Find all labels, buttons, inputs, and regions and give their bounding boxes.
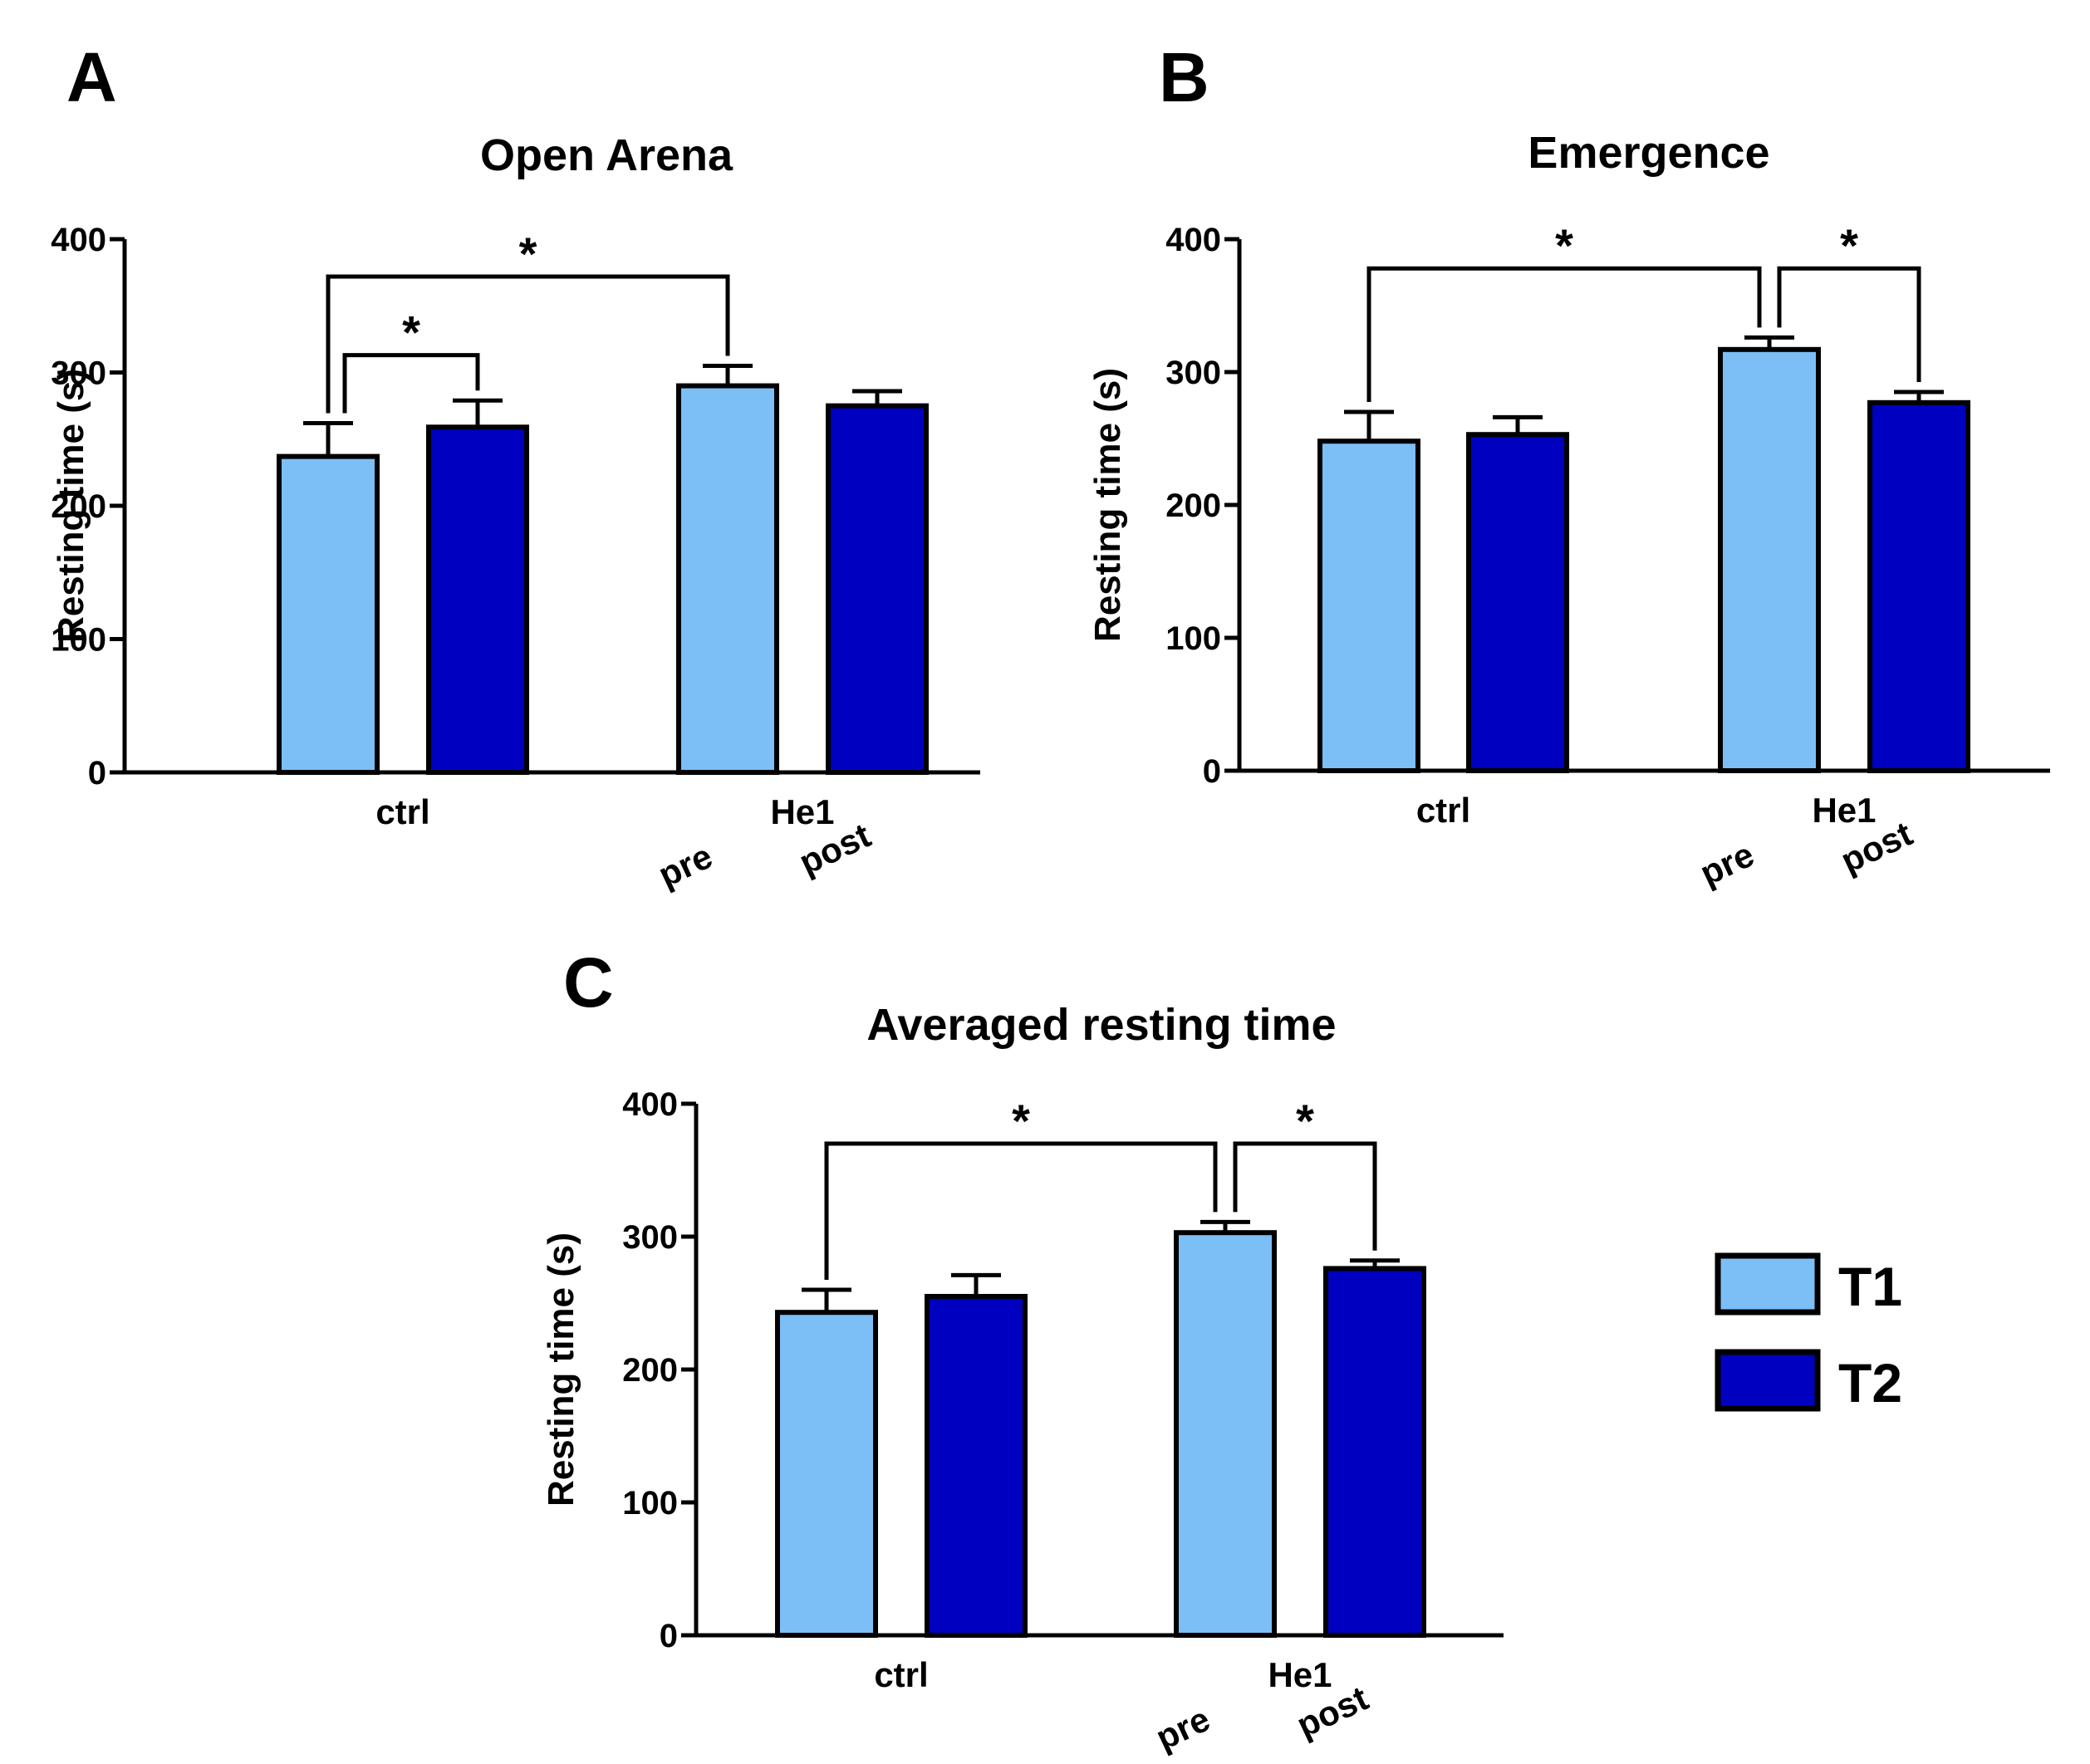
- significance-bracket: [824, 1141, 1218, 1280]
- y-tick-label: 300: [1165, 355, 1221, 391]
- y-tick-label: 400: [51, 222, 106, 258]
- panel-letter: C: [563, 943, 614, 1022]
- category-label: He1: [1812, 791, 1876, 830]
- bar-ctrl-T1: [277, 453, 380, 775]
- bar-ctrl-T2: [925, 1294, 1028, 1638]
- category-label: ctrl: [1416, 791, 1470, 830]
- bar-He1-T1: [1174, 1230, 1277, 1638]
- y-tick-label: 300: [622, 1219, 678, 1256]
- y-tick-label: 0: [88, 755, 106, 791]
- panel-a: A Open Arena Resting time (s) 0 100 200 300 400…: [51, 38, 980, 894]
- y-tick-label: 200: [1165, 488, 1221, 524]
- y-tick-label: 100: [622, 1485, 678, 1521]
- bar-ctrl-T1: [1317, 439, 1420, 773]
- y-axis-label: Resting time (s): [51, 369, 91, 643]
- significance-marker: *: [1555, 219, 1573, 272]
- legend-label: T1: [1838, 1256, 1902, 1317]
- y-tick-label: 200: [51, 488, 106, 525]
- chart-title: Averaged resting time: [866, 1000, 1336, 1050]
- panel-b: B Emergence Resting time (s) 0 100 200 300 400 c…: [1087, 38, 2050, 893]
- significance-marker: *: [519, 228, 537, 280]
- significance-marker: *: [402, 306, 420, 359]
- significance-marker: *: [1296, 1095, 1314, 1147]
- sub-label: pre: [652, 836, 718, 894]
- y-tick-label: 100: [51, 622, 106, 659]
- chart-title: Open Arena: [480, 130, 733, 180]
- sub-label: pre: [1694, 835, 1759, 893]
- bar-He1-T2: [1323, 1266, 1426, 1639]
- y-tick-label: 400: [622, 1086, 678, 1123]
- bar-He1-T1: [1718, 346, 1821, 773]
- y-tick-label: 200: [622, 1352, 678, 1389]
- bar-ctrl-T2: [1466, 432, 1569, 773]
- y-tick-label: 400: [1165, 222, 1221, 258]
- bar-ctrl-T2: [426, 424, 529, 775]
- sub-label: pre: [1150, 1699, 1215, 1757]
- significance-bracket: [326, 274, 730, 414]
- chart-title: Emergence: [1528, 128, 1769, 178]
- category-label: He1: [1268, 1655, 1332, 1694]
- category-label: He1: [770, 792, 834, 831]
- legend-label: T2: [1838, 1352, 1902, 1414]
- y-tick-label: 0: [1203, 753, 1221, 790]
- significance-marker: *: [1012, 1095, 1030, 1147]
- category-label: ctrl: [874, 1655, 928, 1694]
- panel-c: C Averaged resting time Resting time (s) 0 1…: [541, 943, 1504, 1757]
- y-axis-label: Resting time (s): [541, 1232, 581, 1507]
- y-tick-label: 0: [660, 1618, 678, 1654]
- category-label: ctrl: [375, 792, 429, 831]
- y-tick-label: 300: [51, 355, 106, 392]
- bar-He1-T1: [676, 383, 779, 775]
- significance-bracket: [1777, 266, 1921, 382]
- significance-marker: *: [1840, 219, 1858, 272]
- legend-swatch-t1: [1715, 1252, 1821, 1316]
- legend: T1 T2: [1715, 1252, 1902, 1414]
- significance-bracket: [342, 353, 480, 414]
- panel-letter: A: [66, 38, 117, 116]
- y-axis-label: Resting time (s): [1087, 368, 1128, 642]
- bar-He1-T2: [1867, 399, 1970, 773]
- panel-letter: B: [1159, 38, 1209, 116]
- bar-ctrl-T1: [775, 1310, 878, 1638]
- y-tick-label: 100: [1165, 620, 1221, 657]
- significance-bracket: [1233, 1141, 1377, 1251]
- legend-swatch-t2: [1715, 1349, 1821, 1412]
- significance-bracket: [1366, 266, 1762, 402]
- bar-He1-T2: [826, 403, 929, 775]
